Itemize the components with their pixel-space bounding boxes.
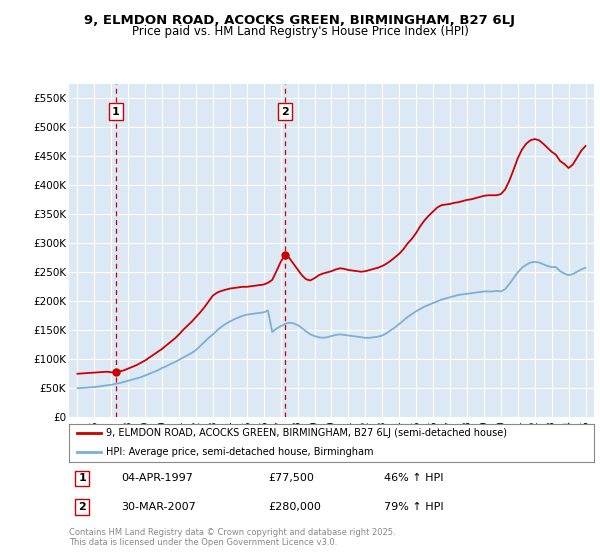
Text: 1: 1 [112, 107, 119, 117]
Text: 79% ↑ HPI: 79% ↑ HPI [384, 502, 443, 512]
Text: 9, ELMDON ROAD, ACOCKS GREEN, BIRMINGHAM, B27 6LJ (semi-detached house): 9, ELMDON ROAD, ACOCKS GREEN, BIRMINGHAM… [106, 428, 507, 438]
Text: 2: 2 [281, 107, 289, 117]
Text: £77,500: £77,500 [269, 473, 314, 483]
Text: 1: 1 [78, 473, 86, 483]
Text: HPI: Average price, semi-detached house, Birmingham: HPI: Average price, semi-detached house,… [106, 447, 373, 458]
Text: 2: 2 [78, 502, 86, 512]
Text: £280,000: £280,000 [269, 502, 322, 512]
Text: 9, ELMDON ROAD, ACOCKS GREEN, BIRMINGHAM, B27 6LJ: 9, ELMDON ROAD, ACOCKS GREEN, BIRMINGHAM… [85, 14, 515, 27]
Text: 46% ↑ HPI: 46% ↑ HPI [384, 473, 443, 483]
Text: 04-APR-1997: 04-APR-1997 [121, 473, 193, 483]
Text: 30-MAR-2007: 30-MAR-2007 [121, 502, 196, 512]
Text: Contains HM Land Registry data © Crown copyright and database right 2025.
This d: Contains HM Land Registry data © Crown c… [69, 528, 395, 547]
Text: Price paid vs. HM Land Registry's House Price Index (HPI): Price paid vs. HM Land Registry's House … [131, 25, 469, 38]
